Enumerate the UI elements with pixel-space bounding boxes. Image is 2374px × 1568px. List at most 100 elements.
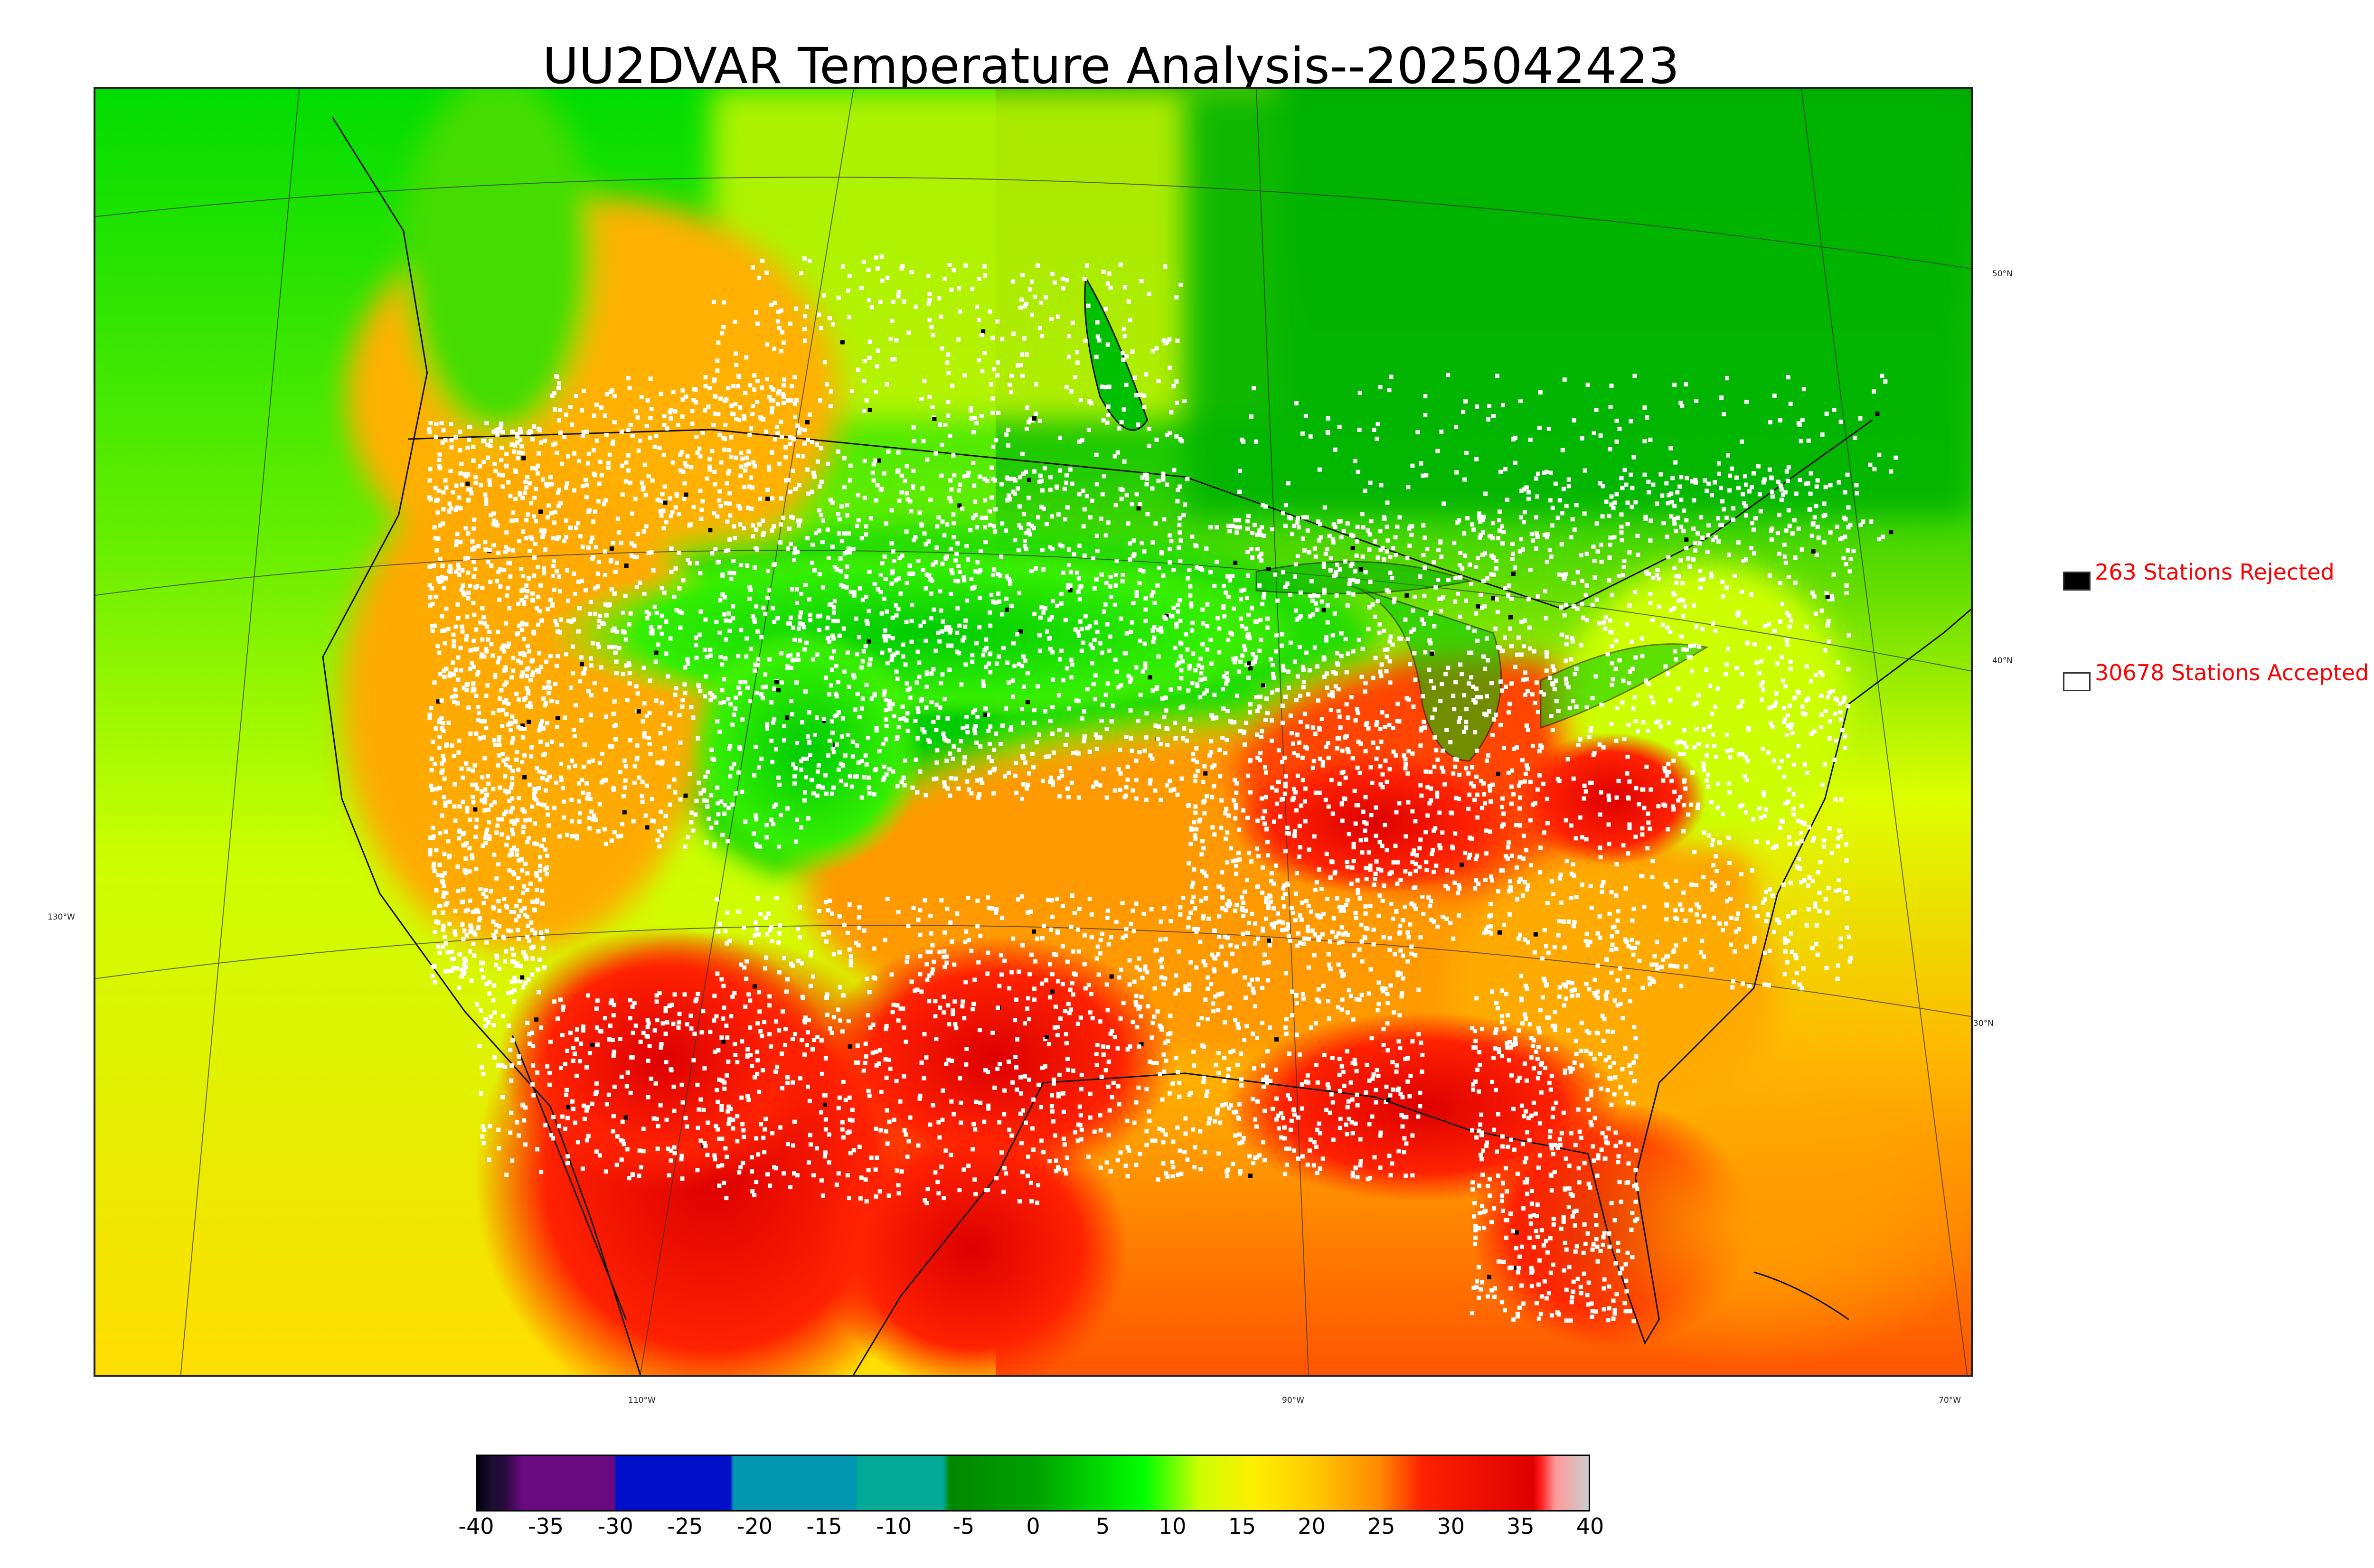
accepted-station: [547, 685, 552, 690]
accepted-station: [1439, 554, 1444, 559]
accepted-station: [1383, 648, 1387, 652]
rejected-station: [556, 716, 560, 721]
accepted-station: [1065, 666, 1069, 671]
accepted-station: [989, 495, 994, 500]
accepted-station: [927, 573, 932, 578]
accepted-station: [898, 591, 903, 596]
accepted-station: [913, 719, 918, 723]
accepted-station: [698, 609, 703, 614]
accepted-station: [1467, 681, 1471, 686]
accepted-station: [1009, 477, 1014, 481]
accepted-station: [645, 398, 650, 403]
accepted-station: [1330, 811, 1335, 816]
accepted-station: [1574, 704, 1579, 709]
accepted-station: [746, 506, 751, 510]
accepted-station: [1397, 801, 1402, 806]
accepted-station: [881, 742, 886, 746]
accepted-station: [583, 588, 588, 592]
accepted-station: [799, 592, 803, 596]
accepted-station: [1663, 664, 1668, 669]
accepted-station: [1036, 732, 1041, 737]
accepted-station: [973, 513, 978, 517]
accepted-station: [829, 656, 834, 660]
accepted-station: [484, 793, 489, 798]
accepted-station: [1592, 751, 1597, 755]
accepted-station: [1564, 818, 1568, 823]
accepted-station: [1237, 669, 1242, 674]
accepted-station: [1530, 743, 1535, 748]
accepted-station: [1044, 522, 1049, 526]
accepted-station: [577, 811, 582, 816]
accepted-station: [1485, 758, 1489, 763]
accepted-station: [933, 1014, 938, 1019]
accepted-station: [1689, 802, 1694, 807]
accepted-station: [1763, 807, 1768, 812]
accepted-station: [529, 430, 534, 434]
accepted-station: [1770, 893, 1775, 898]
accepted-station: [1809, 732, 1814, 736]
accepted-station: [507, 789, 511, 794]
accepted-station: [1806, 883, 1810, 888]
accepted-station: [1538, 690, 1543, 695]
accepted-station: [883, 638, 888, 643]
accepted-station: [557, 574, 562, 579]
accepted-station: [589, 663, 594, 668]
accepted-station: [1566, 919, 1571, 924]
accepted-station: [1736, 752, 1741, 757]
accepted-station: [949, 487, 954, 492]
accepted-station: [626, 376, 631, 381]
accepted-station: [1786, 574, 1791, 579]
accepted-station: [903, 479, 907, 483]
accepted-station: [662, 484, 667, 489]
accepted-station: [1602, 620, 1606, 625]
accepted-station: [1552, 687, 1557, 692]
accepted-station: [1518, 537, 1523, 542]
accepted-station: [1129, 736, 1133, 741]
accepted-station: [771, 387, 776, 392]
accepted-station: [1457, 720, 1461, 724]
accepted-station: [1212, 693, 1217, 697]
accepted-station: [447, 921, 452, 926]
accepted-station: [1457, 886, 1462, 891]
accepted-station: [1027, 771, 1032, 776]
accepted-station: [1810, 946, 1815, 950]
accepted-station: [1187, 664, 1192, 668]
accepted-station: [550, 394, 555, 398]
accepted-station: [552, 520, 557, 525]
accepted-station: [1283, 695, 1288, 699]
accepted-station: [736, 654, 741, 658]
accepted-station: [1743, 504, 1748, 508]
accepted-station: [481, 460, 486, 464]
accepted-station: [570, 834, 575, 839]
accepted-station: [1190, 681, 1195, 685]
accepted-station: [1091, 682, 1096, 686]
accepted-station: [1069, 675, 1074, 680]
accepted-station: [992, 524, 997, 529]
accepted-station: [1467, 650, 1472, 655]
accepted-station: [1324, 744, 1328, 749]
accepted-station: [754, 842, 759, 847]
accepted-station: [427, 427, 432, 432]
accepted-station: [1327, 693, 1332, 697]
accepted-station: [467, 869, 472, 874]
accepted-station: [475, 672, 480, 677]
accepted-station: [705, 476, 709, 481]
accepted-station: [481, 892, 486, 896]
accepted-station: [966, 473, 970, 478]
temperature-map[interactable]: [94, 87, 1973, 1377]
accepted-station: [521, 825, 526, 829]
accepted-station: [786, 478, 791, 482]
accepted-station: [1493, 626, 1498, 631]
accepted-station: [519, 857, 524, 862]
accepted-station: [497, 753, 501, 758]
accepted-station: [471, 560, 476, 564]
accepted-station: [1236, 851, 1241, 855]
accepted-station: [950, 1058, 954, 1063]
accepted-station: [1778, 826, 1782, 830]
accepted-station: [1361, 809, 1366, 814]
accepted-station: [447, 855, 452, 860]
accepted-station: [457, 836, 462, 841]
accepted-station: [1694, 883, 1699, 888]
accepted-station: [1177, 686, 1182, 691]
accepted-station: [1185, 477, 1190, 481]
